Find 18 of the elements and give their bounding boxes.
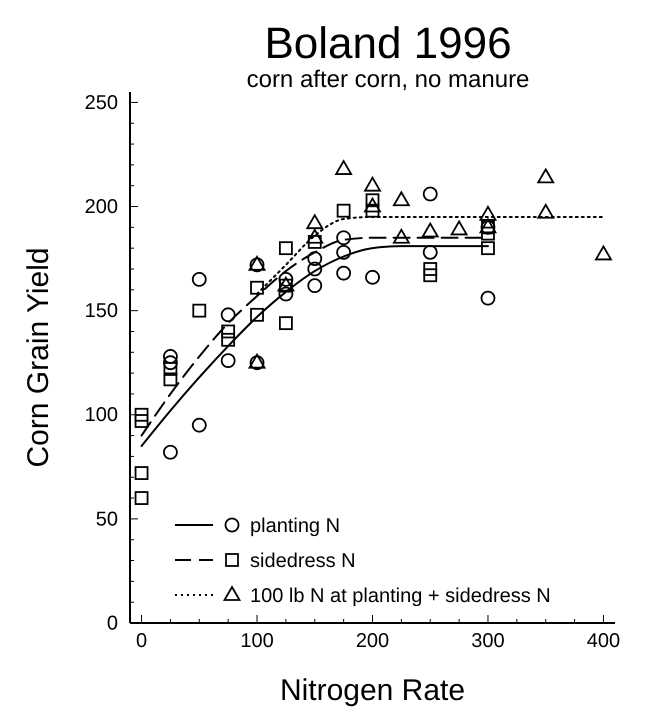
legend-label: planting N: [250, 515, 340, 537]
y-tick-label: 200: [84, 196, 118, 218]
x-tick-label: 200: [356, 630, 390, 652]
legend-label: 100 lb N at planting + sidedress N: [250, 585, 551, 607]
y-tick-label: 250: [84, 92, 118, 114]
chart-title: Boland 1996: [264, 19, 512, 68]
x-tick-label: 400: [586, 630, 620, 652]
x-tick-label: 300: [471, 630, 505, 652]
y-tick-label: 50: [96, 508, 118, 530]
y-tick-label: 100: [84, 404, 118, 426]
chart-subtitle: corn after corn, no manure: [246, 66, 530, 93]
legend-label: sidedress N: [250, 550, 356, 572]
x-axis-title: Nitrogen Rate: [280, 674, 466, 707]
x-tick-label: 0: [136, 630, 148, 652]
y-tick-label: 150: [84, 300, 118, 322]
y-axis-title: Corn Grain Yield: [22, 247, 55, 468]
y-tick-label: 0: [106, 612, 118, 634]
x-tick-label: 100: [240, 630, 274, 652]
